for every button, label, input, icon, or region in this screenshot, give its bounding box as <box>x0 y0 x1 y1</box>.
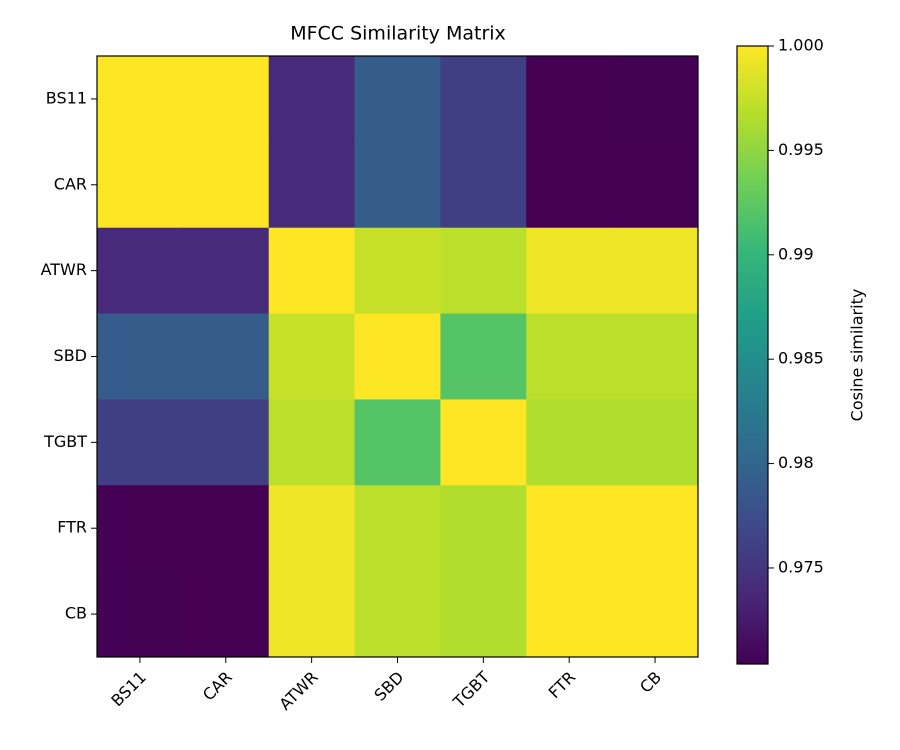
heatmap-cell <box>354 485 441 572</box>
colorbar-tick-label: 0.98 <box>778 453 814 472</box>
heatmap-cell <box>268 313 356 400</box>
heatmap-cell <box>268 56 356 143</box>
heatmap-cell <box>526 141 613 229</box>
y-tick-label: ATWR <box>41 260 87 279</box>
heatmap-cell <box>354 571 441 658</box>
heatmap-cell <box>97 227 184 315</box>
heatmap-cell <box>526 56 613 143</box>
heatmap-cell <box>440 399 527 486</box>
x-tick-label: CAR <box>199 668 236 705</box>
x-tick-label: TGBT <box>449 667 494 712</box>
heatmap-cell <box>97 313 184 400</box>
heatmap-cell <box>612 141 699 229</box>
heatmap-cell <box>97 56 184 143</box>
y-tick-label: TGBT <box>43 432 87 451</box>
y-tick-label: FTR <box>57 518 87 537</box>
heatmap-cell <box>182 141 270 229</box>
heatmap-cell <box>268 485 356 572</box>
heatmap-cell <box>268 227 356 315</box>
heatmap-cell <box>612 56 699 143</box>
heatmap-cell <box>440 141 527 229</box>
heatmap-cell <box>612 227 699 315</box>
heatmap-cell <box>440 227 527 315</box>
heatmap-cell <box>182 399 270 486</box>
heatmap-cell <box>182 56 270 143</box>
heatmap-cell <box>440 485 527 572</box>
heatmap-cell <box>97 399 184 486</box>
heatmap-cell <box>182 313 270 400</box>
heatmap-cell <box>612 399 699 486</box>
heatmap-cell <box>97 141 184 229</box>
colorbar-tick-label: 0.975 <box>778 557 824 576</box>
heatmap-cell <box>612 313 699 400</box>
x-tick-label: BS11 <box>107 668 150 711</box>
heatmap-cell <box>612 571 699 658</box>
heatmap-cell <box>182 227 270 315</box>
x-tick-label: FTR <box>545 668 580 703</box>
heatmap-cell <box>268 571 356 658</box>
colorbar-tick-label: 1.000 <box>778 36 824 55</box>
heatmap-cell <box>97 485 184 572</box>
colorbar-tick-label: 0.995 <box>778 140 824 159</box>
heatmap-cell <box>526 227 613 315</box>
colorbar-label: Cosine similarity <box>848 289 867 422</box>
x-tick-label: ATWR <box>275 668 321 714</box>
heatmap-cell <box>182 485 270 572</box>
heatmap-cell <box>526 571 613 658</box>
x-tick-label: CB <box>636 668 665 697</box>
colorbar <box>736 45 769 665</box>
heatmap-cell <box>440 313 527 400</box>
heatmap-cell <box>440 571 527 658</box>
y-tick-label: CAR <box>54 174 87 193</box>
heatmap-cell <box>526 399 613 486</box>
colorbar-tick-label: 0.99 <box>778 244 814 263</box>
heatmap-cell <box>354 56 441 143</box>
heatmap-cell <box>354 399 441 486</box>
y-tick-label: CB <box>65 604 87 623</box>
colorbar-tick-label: 0.985 <box>778 349 824 368</box>
heatmap-cell <box>354 227 441 315</box>
heatmap-cell <box>526 485 613 572</box>
heatmap-cell <box>268 141 356 229</box>
y-tick-label: BS11 <box>46 88 87 107</box>
heatmap-cell <box>354 141 441 229</box>
x-tick-label: SBD <box>370 668 407 705</box>
heatmap-cell <box>526 313 613 400</box>
heatmap-cell <box>354 313 441 400</box>
heatmap-cell <box>182 571 270 658</box>
heatmap-cell <box>268 399 356 486</box>
heatmap-cell <box>97 571 184 658</box>
y-tick-label: SBD <box>54 346 87 365</box>
heatmap-cell <box>612 485 699 572</box>
heatmap-cell <box>440 56 527 143</box>
chart-title: MFCC Similarity Matrix <box>290 23 506 45</box>
